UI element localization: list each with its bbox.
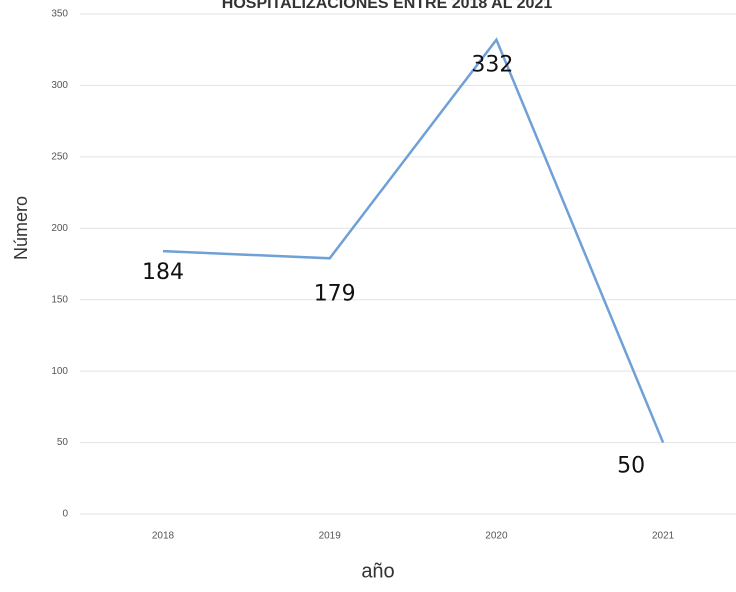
data-label: 50: [617, 454, 645, 479]
y-tick-label: 150: [51, 294, 68, 305]
y-tick-label: 350: [51, 9, 68, 20]
data-label: 179: [314, 281, 356, 306]
y-tick-label: 50: [57, 437, 69, 448]
chart-title: HOSPITALIZACIONES ENTRE 2018 AL 2021: [222, 0, 553, 12]
y-tick-label: 250: [51, 151, 68, 162]
y-axis-label: Número: [11, 196, 31, 260]
x-axis-label: año: [361, 560, 394, 582]
data-label: 184: [142, 260, 184, 285]
x-tick-label: 2018: [152, 531, 175, 542]
data-label: 332: [471, 53, 513, 78]
y-tick-label: 100: [51, 366, 68, 377]
x-tick-label: 2019: [319, 531, 342, 542]
line: [162, 37, 665, 444]
x-tick-label: 2021: [652, 531, 675, 542]
x-tick-label: 2020: [485, 531, 508, 542]
y-tick-label: 300: [51, 80, 68, 91]
y-tick-label: 200: [51, 223, 68, 234]
y-tick-label: 0: [62, 509, 68, 520]
